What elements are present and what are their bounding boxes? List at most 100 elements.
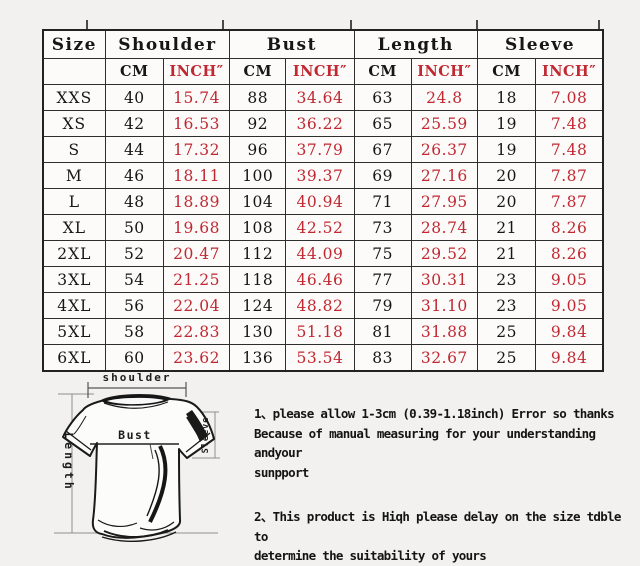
- size-cell: S: [42, 136, 106, 163]
- cm-value-cell: 136: [229, 344, 287, 372]
- size-table: Size Shoulder Bust Length Sleeve CM INCH…: [42, 29, 604, 372]
- cm-value-cell: 48: [104, 188, 164, 215]
- inch-value-cell: 37.79: [285, 136, 355, 163]
- cm-value-cell: 25: [476, 344, 537, 372]
- inch-value-cell: 19.68: [162, 214, 231, 241]
- header-sleeve: Sleeve: [476, 29, 604, 59]
- inch-value-cell: 42.52: [285, 214, 355, 241]
- table-row: 5XL 58 22.83 130 51.18 81 31.88 25 9.84: [42, 318, 604, 345]
- cm-value-cell: 46: [104, 162, 164, 189]
- cm-value-cell: 124: [229, 292, 287, 319]
- inch-value-cell: 28.74: [410, 214, 478, 241]
- cm-value-cell: 112: [229, 240, 287, 267]
- inch-value-cell: 22.04: [162, 292, 231, 319]
- bust-tick: [149, 443, 154, 460]
- inch-value-cell: 30.31: [410, 266, 478, 293]
- header-inch: INCH″: [162, 58, 231, 85]
- cm-value-cell: 58: [104, 318, 164, 345]
- header-inch: INCH″: [285, 58, 355, 85]
- inch-value-cell: 18.89: [162, 188, 231, 215]
- inch-value-cell: 34.64: [285, 84, 355, 111]
- size-cell: L: [42, 188, 106, 215]
- cm-value-cell: 52: [104, 240, 164, 267]
- cm-value-cell: 42: [104, 110, 164, 137]
- inch-value-cell: 53.54: [285, 344, 355, 372]
- header-size: Size: [42, 29, 106, 59]
- table-row: S 44 17.32 96 37.79 67 26.37 19 7.48: [42, 136, 604, 163]
- size-cell: XS: [42, 110, 106, 137]
- cm-value-cell: 54: [104, 266, 164, 293]
- inch-value-cell: 9.84: [535, 344, 604, 372]
- cm-value-cell: 77: [353, 266, 412, 293]
- size-cell: 2XL: [42, 240, 106, 267]
- inch-value-cell: 22.83: [162, 318, 231, 345]
- cm-value-cell: 96: [229, 136, 287, 163]
- sleeve-shading-strokes: [186, 416, 202, 441]
- inch-value-cell: 8.26: [535, 214, 604, 241]
- size-cell: 6XL: [42, 344, 106, 372]
- bust-label: Bust: [118, 428, 152, 442]
- header-cm: CM: [353, 58, 412, 85]
- cm-value-cell: 73: [353, 214, 412, 241]
- inch-value-cell: 18.11: [162, 162, 231, 189]
- inch-value-cell: 29.52: [410, 240, 478, 267]
- header-inch: INCH″: [410, 58, 478, 85]
- cm-value-cell: 40: [104, 84, 164, 111]
- inch-value-cell: 31.88: [410, 318, 478, 345]
- cm-value-cell: 23: [476, 266, 537, 293]
- cm-value-cell: 23: [476, 292, 537, 319]
- inch-value-cell: 9.05: [535, 266, 604, 293]
- inch-value-cell: 24.8: [410, 84, 478, 111]
- header-bust: Bust: [229, 29, 355, 59]
- inch-value-cell: 25.59: [410, 110, 478, 137]
- inch-value-cell: 48.82: [285, 292, 355, 319]
- inch-value-cell: 46.46: [285, 266, 355, 293]
- cm-value-cell: 56: [104, 292, 164, 319]
- table-row: 4XL 56 22.04 124 48.82 79 31.10 23 9.05: [42, 292, 604, 319]
- inch-value-cell: 36.22: [285, 110, 355, 137]
- inch-value-cell: 44.09: [285, 240, 355, 267]
- cm-value-cell: 75: [353, 240, 412, 267]
- note-1-line-3: sunpport: [254, 464, 309, 480]
- shoulder-label: shoulder: [103, 371, 172, 384]
- table-header-row: Size Shoulder Bust Length Sleeve: [42, 29, 604, 59]
- table-row: 6XL 60 23.62 136 53.54 83 32.67 25 9.84: [42, 344, 604, 372]
- table-row: XXS 40 15.74 88 34.64 63 24.8 18 7.08: [42, 84, 604, 111]
- note-1: 1、please allow 1-3cm (0.39-1.18inch) Err…: [254, 404, 638, 482]
- header-cm: CM: [104, 58, 164, 85]
- size-cell: XXS: [42, 84, 106, 111]
- table-edge-tick: [350, 20, 352, 29]
- inch-value-cell: 26.37: [410, 136, 478, 163]
- cm-value-cell: 20: [476, 188, 537, 215]
- cm-value-cell: 18: [476, 84, 537, 111]
- cm-value-cell: 79: [353, 292, 412, 319]
- cm-value-cell: 25: [476, 318, 537, 345]
- table-edge-tick: [476, 20, 478, 29]
- inch-value-cell: 23.62: [162, 344, 231, 372]
- cm-value-cell: 21: [476, 214, 537, 241]
- body-fold-line: [146, 449, 160, 517]
- note-2-line-1: 2、This product is Hiqh please delay on t…: [254, 509, 621, 544]
- inch-value-cell: 27.16: [410, 162, 478, 189]
- header-length: Length: [353, 29, 478, 59]
- cm-value-cell: 92: [229, 110, 287, 137]
- size-cell: M: [42, 162, 106, 189]
- table-row: L 48 18.89 104 40.94 71 27.95 20 7.87: [42, 188, 604, 215]
- cm-value-cell: 50: [104, 214, 164, 241]
- inch-value-cell: 31.10: [410, 292, 478, 319]
- inch-value-cell: 17.32: [162, 136, 231, 163]
- inch-value-cell: 51.18: [285, 318, 355, 345]
- inch-value-cell: 7.87: [535, 162, 604, 189]
- table-row: XL 50 19.68 108 42.52 73 28.74 21 8.26: [42, 214, 604, 241]
- cm-value-cell: 81: [353, 318, 412, 345]
- header-cm: CM: [476, 58, 537, 85]
- table-row: 3XL 54 21.25 118 46.46 77 30.31 23 9.05: [42, 266, 604, 293]
- inch-value-cell: 7.87: [535, 188, 604, 215]
- header-inch: INCH″: [535, 58, 604, 85]
- inch-value-cell: 40.94: [285, 188, 355, 215]
- table-row: M 46 18.11 100 39.37 69 27.16 20 7.87: [42, 162, 604, 189]
- inch-value-cell: 20.47: [162, 240, 231, 267]
- cm-value-cell: 63: [353, 84, 412, 111]
- cm-value-cell: 19: [476, 110, 537, 137]
